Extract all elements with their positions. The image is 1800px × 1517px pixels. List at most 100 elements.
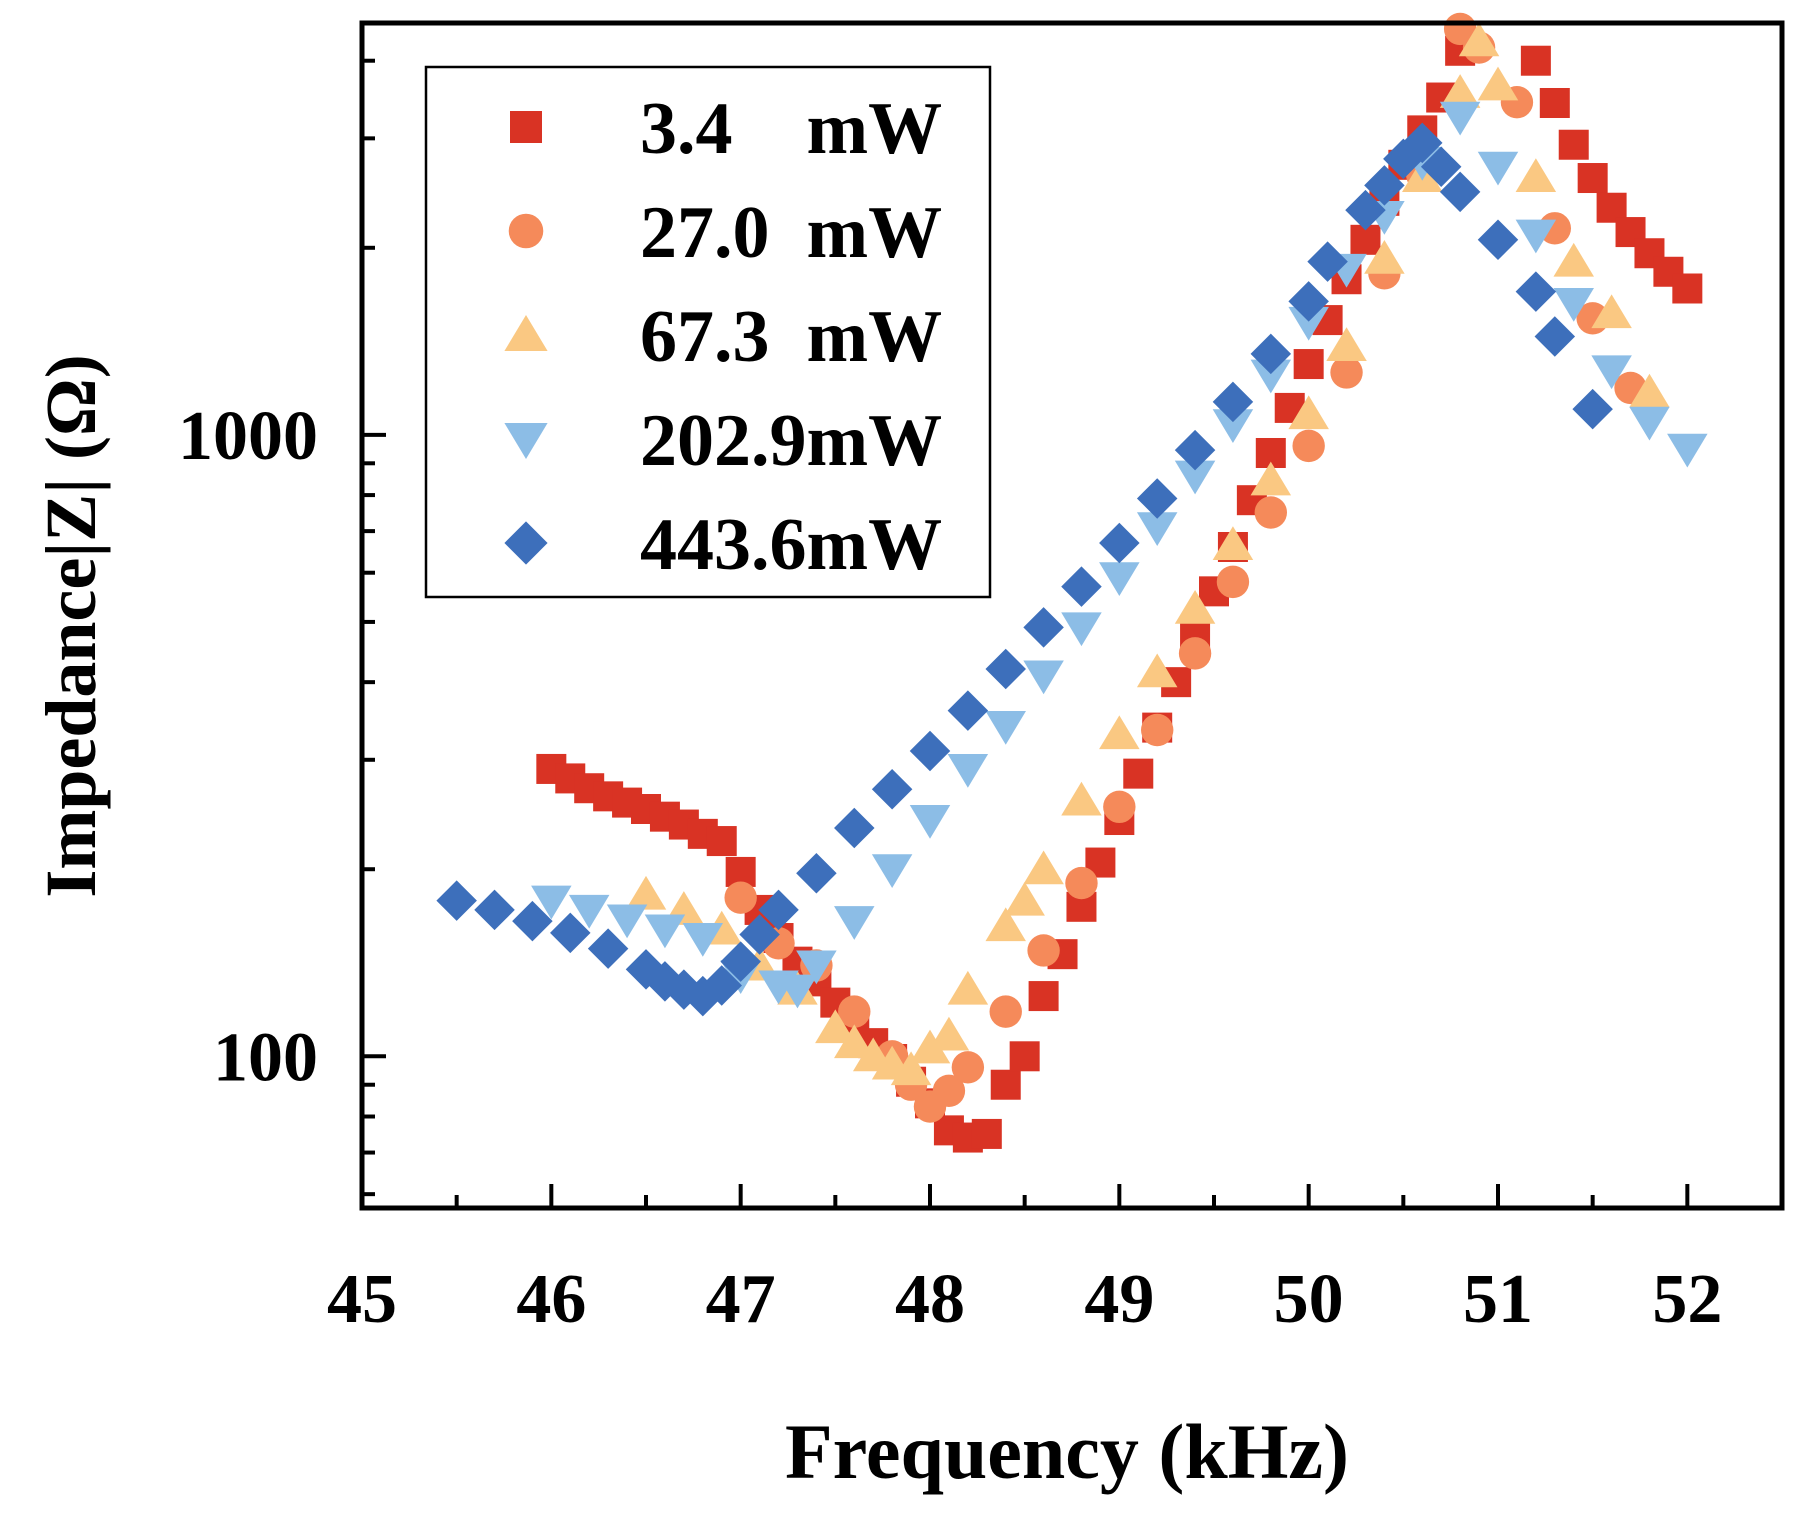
data-point xyxy=(1330,356,1363,389)
legend-label: 67.3 mW xyxy=(640,296,942,378)
series-4 xyxy=(531,101,1708,1009)
legend-label: 3.4 mW xyxy=(640,88,942,170)
data-point xyxy=(1174,429,1216,471)
data-point xyxy=(1250,333,1292,375)
x-tick-label: 48 xyxy=(895,1261,965,1338)
data-point xyxy=(1629,373,1670,408)
legend-items: 3.4 mW 27.0 mW 67.3 mW 202.9mW 443.6mW xyxy=(504,88,942,586)
y-tick-label: 1000 xyxy=(178,398,318,475)
data-point xyxy=(1103,790,1136,824)
axis-ticks xyxy=(360,58,1784,1208)
data-point xyxy=(706,826,737,857)
data-point xyxy=(1553,242,1594,277)
data-point xyxy=(1307,241,1348,282)
x-tick-labels: 45 46 47 48 49 50 51 52 xyxy=(327,1261,1722,1338)
data-point xyxy=(985,648,1026,690)
x-tick-label: 49 xyxy=(1084,1261,1154,1338)
data-point xyxy=(1515,271,1557,312)
data-point xyxy=(1477,151,1519,186)
data-point xyxy=(1023,660,1064,695)
x-tick-label: 45 xyxy=(327,1261,397,1338)
legend-marker xyxy=(504,315,548,351)
data-point xyxy=(1572,388,1613,430)
data-point xyxy=(909,730,951,772)
data-point xyxy=(1520,45,1551,76)
data-point xyxy=(720,941,761,982)
data-point xyxy=(1364,165,1405,206)
data-point xyxy=(1439,101,1481,136)
data-point xyxy=(758,889,799,931)
data-point xyxy=(1216,565,1250,599)
data-point xyxy=(1439,74,1481,108)
data-point xyxy=(1591,294,1632,329)
y-tick-label: 100 xyxy=(213,1019,318,1096)
data-point xyxy=(1288,281,1329,322)
data-point xyxy=(1629,406,1670,441)
data-point xyxy=(1178,637,1212,670)
data-point xyxy=(1174,460,1216,495)
legend-marker xyxy=(504,423,548,459)
data-point xyxy=(1136,653,1178,688)
data-point xyxy=(928,1016,970,1051)
data-point xyxy=(531,885,572,920)
data-point xyxy=(1028,981,1059,1012)
data-point xyxy=(625,875,667,910)
data-point xyxy=(1577,163,1608,194)
data-point xyxy=(909,1029,951,1064)
data-point xyxy=(777,974,818,1009)
data-point xyxy=(1672,273,1703,304)
data-point xyxy=(474,889,515,931)
data-point xyxy=(947,970,989,1005)
x-tick-label: 47 xyxy=(706,1261,776,1338)
legend-marker xyxy=(508,213,544,249)
legend-item: 27.0 mW xyxy=(508,192,942,274)
plot-frame xyxy=(359,20,1785,1211)
data-point xyxy=(644,914,686,949)
data-point xyxy=(1061,566,1102,607)
data-point xyxy=(838,995,871,1028)
data-point xyxy=(815,1009,856,1044)
data-point xyxy=(1212,381,1254,423)
legend-marker xyxy=(510,111,542,143)
data-point xyxy=(1065,866,1098,900)
data-point xyxy=(1099,522,1140,564)
data-point xyxy=(990,1069,1021,1100)
data-point xyxy=(909,805,951,839)
data-point xyxy=(1023,607,1064,648)
data-point xyxy=(1027,934,1060,967)
data-point xyxy=(436,880,477,921)
data-point xyxy=(724,881,757,914)
data-point xyxy=(1515,158,1557,192)
data-point xyxy=(1123,758,1154,789)
data-point xyxy=(1288,395,1329,430)
legend-item: 67.3 mW xyxy=(504,296,942,378)
data-point xyxy=(871,854,913,888)
data-point xyxy=(834,807,875,849)
data-point xyxy=(1136,512,1178,547)
data-point xyxy=(1250,359,1292,394)
series-5 xyxy=(436,122,1613,1017)
data-point xyxy=(1558,129,1589,160)
data-point xyxy=(1061,781,1102,816)
data-point xyxy=(1250,461,1292,496)
y-axis-label: Impedance|Z| (Ω) xyxy=(31,354,111,897)
legend-item: 443.6mW xyxy=(504,504,942,586)
data-point xyxy=(1553,287,1594,322)
data-point xyxy=(989,995,1022,1028)
data-point xyxy=(682,923,724,957)
legend-label: 27.0 mW xyxy=(640,192,942,274)
legend-item: 3.4 mW xyxy=(510,88,942,170)
data-point xyxy=(606,904,648,939)
data-point xyxy=(834,1024,875,1059)
data-point xyxy=(701,965,742,1006)
data-point xyxy=(1364,240,1405,274)
legend-label: 202.9mW xyxy=(640,400,942,482)
data-point xyxy=(1212,526,1254,560)
data-point xyxy=(985,907,1026,942)
data-point xyxy=(796,950,837,985)
data-point xyxy=(1099,715,1140,750)
data-point xyxy=(550,912,591,954)
x-tick-label: 46 xyxy=(516,1261,586,1338)
data-point xyxy=(739,914,780,955)
